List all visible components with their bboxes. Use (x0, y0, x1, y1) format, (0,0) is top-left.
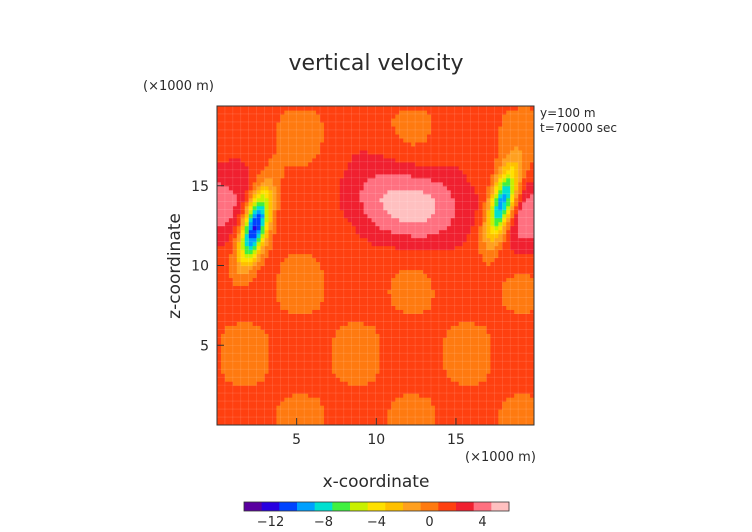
colorbar-swatch (367, 502, 386, 511)
colorbar-swatch (314, 502, 333, 511)
colorbar-swatch (420, 502, 439, 511)
y-tick-label: 10 (191, 259, 209, 275)
y-axis-label: z-coordinate (165, 213, 185, 319)
x-unit-label: (×1000 m) (465, 450, 536, 465)
annotation-y-position: y=100 m (540, 106, 596, 120)
colorbar (244, 502, 510, 511)
colorbar-tick-label: −4 (367, 515, 386, 530)
colorbar-swatch (385, 502, 404, 511)
colorbar-swatch (456, 502, 475, 511)
x-tick-label: 15 (447, 432, 465, 448)
colorbar-swatch (491, 502, 510, 511)
y-unit-label: (×1000 m) (143, 79, 214, 94)
colorbar-swatch (297, 502, 316, 511)
colorbar-swatch (261, 502, 280, 511)
x-tick-label: 5 (292, 432, 301, 448)
colorbar-swatch (403, 502, 422, 511)
x-axis-ticks: 5 10 15 (292, 418, 465, 448)
y-tick-label: 15 (191, 179, 209, 195)
colorbar-tick-label: −12 (257, 515, 284, 530)
colorbar-ticks: −12 −8 −4 0 4 (257, 515, 487, 530)
colorbar-swatch (332, 502, 351, 511)
heatmap-field (217, 106, 534, 425)
y-axis-ticks: 5 10 15 (191, 179, 224, 354)
colorbar-swatch (244, 502, 263, 511)
colorbar-swatch (350, 502, 369, 511)
colorbar-swatch (438, 502, 457, 511)
colorbar-tick-label: 0 (425, 515, 433, 530)
chart-title: vertical velocity (288, 51, 463, 76)
colorbar-tick-label: −8 (314, 515, 333, 530)
annotation-time: t=70000 sec (540, 121, 617, 135)
colorbar-frame (243, 501, 510, 512)
colorbar-swatch (473, 502, 492, 511)
colorbar-tick-label: 4 (478, 515, 486, 530)
x-axis-label: x-coordinate (323, 472, 430, 492)
x-tick-label: 10 (367, 432, 385, 448)
gridlines (217, 106, 534, 425)
colorbar-swatch (279, 502, 298, 511)
y-tick-label: 5 (200, 338, 209, 354)
